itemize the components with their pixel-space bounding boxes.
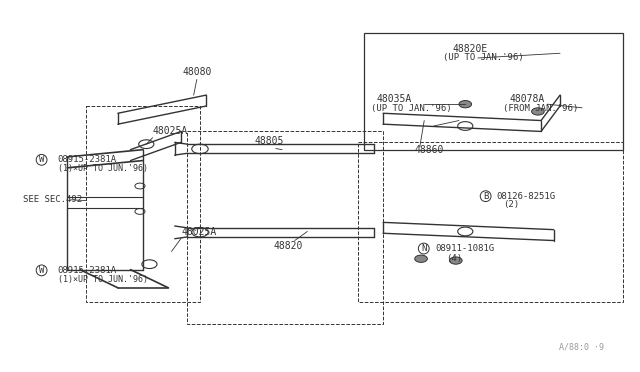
Circle shape (532, 108, 544, 115)
Text: 08911-1081G: 08911-1081G (435, 244, 494, 253)
Text: 48025A: 48025A (181, 227, 216, 237)
Text: 48078A: 48078A (509, 94, 545, 104)
Circle shape (415, 255, 428, 262)
Text: (1)×UP TO JUN.'96): (1)×UP TO JUN.'96) (58, 164, 148, 173)
Text: (UP TO JAN.'96): (UP TO JAN.'96) (443, 54, 524, 62)
Text: W: W (39, 266, 44, 275)
Text: (UP TO JAN.'96): (UP TO JAN.'96) (371, 104, 451, 113)
Text: 48080: 48080 (182, 67, 211, 77)
Text: (1)×UP TO JUN.'96): (1)×UP TO JUN.'96) (58, 275, 148, 283)
Text: 48035A: 48035A (377, 94, 412, 104)
Text: 48805: 48805 (255, 136, 284, 146)
Text: 48820: 48820 (274, 241, 303, 251)
Circle shape (459, 100, 472, 108)
Text: B: B (483, 192, 488, 201)
Text: (2): (2) (503, 201, 519, 209)
Text: 08915-2381A: 08915-2381A (58, 266, 117, 275)
Circle shape (449, 257, 462, 264)
Text: 08126-8251G: 08126-8251G (497, 192, 556, 201)
Text: (4): (4) (446, 253, 463, 263)
Text: 48860: 48860 (415, 145, 444, 155)
Text: (FROM JAN.'96): (FROM JAN.'96) (503, 104, 579, 113)
Text: W: W (39, 155, 44, 164)
Text: 08915-2381A: 08915-2381A (58, 155, 117, 164)
Text: A/88:0 ·9: A/88:0 ·9 (559, 343, 604, 352)
Text: 48820E: 48820E (452, 44, 488, 54)
Text: 48025A: 48025A (152, 126, 188, 136)
Text: N: N (421, 244, 426, 253)
Text: SEE SEC.492: SEE SEC.492 (23, 195, 83, 204)
